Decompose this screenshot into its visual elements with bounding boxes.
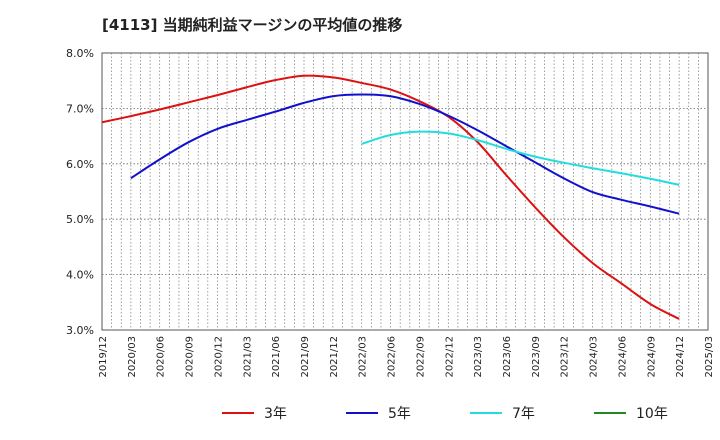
series-line-7年 (361, 130, 680, 186)
x-tick-label: 2023/06 (502, 336, 513, 378)
x-tick-label: 2020/06 (156, 336, 167, 378)
x-tick-label: 2021/06 (271, 336, 282, 378)
legend-label: 7年 (512, 406, 535, 422)
x-tick-label: 2022/06 (387, 336, 398, 378)
legend-label: 3年 (264, 406, 287, 422)
x-tick-label: 2023/03 (473, 336, 484, 378)
x-tick-label: 2022/03 (358, 336, 369, 378)
x-tick-label: 2020/12 (213, 336, 224, 378)
x-tick-label: 2021/12 (329, 336, 340, 378)
x-tick-label: 2020/03 (127, 336, 138, 378)
x-tick-label: 2020/09 (185, 336, 196, 378)
x-tick-label: 2024/03 (589, 336, 600, 378)
x-tick-label: 2024/12 (675, 336, 686, 378)
x-tick-label: 2021/09 (300, 336, 311, 378)
y-tick-label: 6.0% (66, 158, 94, 171)
series-line-5年 (130, 93, 680, 215)
y-tick-label: 5.0% (66, 213, 94, 226)
x-tick-label: 2025/03 (704, 336, 715, 378)
x-tick-label: 2022/09 (415, 336, 426, 378)
y-tick-label: 4.0% (66, 269, 94, 282)
x-tick-label: 2024/06 (617, 336, 628, 378)
x-tick-label: 2022/12 (444, 336, 455, 378)
x-tick-label: 2023/12 (560, 336, 571, 378)
x-tick-label: 2024/09 (646, 336, 657, 378)
x-tick-label: 2023/09 (531, 336, 542, 378)
y-tick-label: 3.0% (66, 324, 94, 337)
legend-label: 10年 (636, 406, 668, 422)
y-tick-label: 7.0% (66, 102, 94, 115)
x-tick-label: 2021/03 (242, 336, 253, 378)
series-line-3年 (101, 74, 680, 320)
x-tick-label: 2019/12 (98, 336, 109, 378)
chart-title: [4113] 当期純利益マージンの平均値の推移 (102, 16, 403, 34)
y-tick-label: 8.0% (66, 47, 94, 60)
legend-label: 5年 (388, 406, 411, 422)
